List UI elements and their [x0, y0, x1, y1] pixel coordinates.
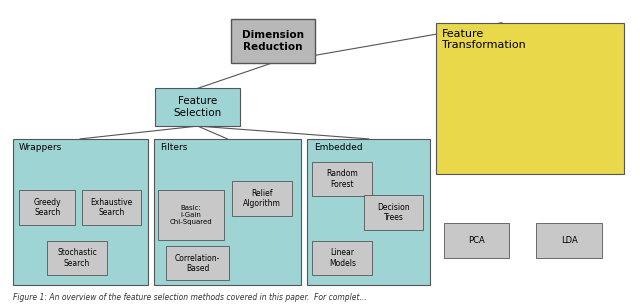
Text: Filters: Filters	[160, 144, 188, 152]
FancyBboxPatch shape	[232, 181, 292, 216]
FancyBboxPatch shape	[312, 161, 372, 196]
Text: Basic:
I-Gain
Chi-Squared: Basic: I-Gain Chi-Squared	[170, 205, 212, 225]
Text: Embedded: Embedded	[314, 144, 362, 152]
FancyBboxPatch shape	[154, 139, 301, 285]
Text: Figure 1: An overview of the feature selection methods covered in this paper.  F: Figure 1: An overview of the feature sel…	[13, 293, 366, 302]
Text: LDA: LDA	[561, 236, 578, 245]
FancyBboxPatch shape	[158, 190, 224, 240]
FancyBboxPatch shape	[444, 223, 509, 258]
FancyBboxPatch shape	[13, 139, 148, 285]
FancyBboxPatch shape	[156, 88, 240, 126]
Text: Stochastic
Search: Stochastic Search	[57, 248, 97, 268]
Text: Correlation-
Based: Correlation- Based	[175, 253, 220, 273]
Text: Relief
Algorithm: Relief Algorithm	[243, 189, 281, 208]
Text: Feature
Selection: Feature Selection	[173, 96, 222, 118]
Text: Dimension
Reduction: Dimension Reduction	[242, 30, 304, 52]
FancyBboxPatch shape	[364, 195, 424, 230]
Text: Linear
Models: Linear Models	[329, 248, 356, 268]
Text: PCA: PCA	[468, 236, 485, 245]
FancyBboxPatch shape	[307, 139, 430, 285]
FancyBboxPatch shape	[536, 223, 602, 258]
FancyBboxPatch shape	[230, 19, 316, 63]
Text: Exhaustive
Search: Exhaustive Search	[90, 198, 132, 217]
FancyBboxPatch shape	[19, 190, 76, 225]
Text: Decision
Trees: Decision Trees	[378, 203, 410, 222]
FancyBboxPatch shape	[312, 241, 372, 275]
FancyBboxPatch shape	[436, 23, 624, 174]
Text: Greedy
Search: Greedy Search	[33, 198, 61, 217]
Text: Feature
Transformation: Feature Transformation	[442, 29, 526, 50]
Text: Wrappers: Wrappers	[19, 144, 62, 152]
FancyBboxPatch shape	[82, 190, 141, 225]
FancyBboxPatch shape	[47, 241, 107, 275]
Text: Random
Forest: Random Forest	[326, 169, 358, 188]
FancyBboxPatch shape	[166, 246, 229, 280]
